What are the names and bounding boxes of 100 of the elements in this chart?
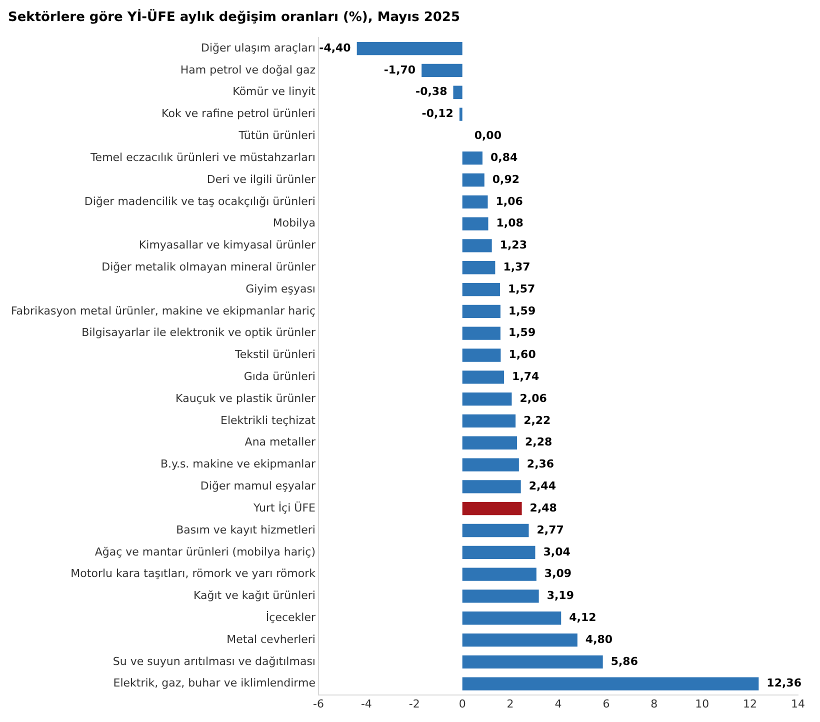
y-tick-label: Ağaç ve mantar ürünleri (mobilya hariç): [94, 545, 316, 558]
data-label: 1,37: [503, 260, 530, 274]
chart-title: Sektörlere göre Yİ-ÜFE aylık değişim oranları (%), Mayıs 2025: [8, 8, 460, 26]
data-label: 4,80: [585, 632, 613, 646]
x-tick-label: 4: [554, 697, 562, 710]
data-label: -0,12: [422, 107, 454, 120]
bar: [462, 370, 504, 384]
bar: [462, 524, 529, 538]
y-tick-label: Gıda ürünleri: [244, 370, 316, 384]
y-tick-label: Mobilya: [272, 216, 316, 230]
bar: [462, 590, 539, 603]
y-tick-label: Kok ve rafine petrol ürünleri: [162, 107, 316, 120]
bar: [462, 348, 501, 362]
y-tick-label: Ana metaller: [244, 436, 316, 449]
data-label: 3,19: [546, 589, 574, 602]
data-label: 1,57: [508, 282, 536, 296]
x-tick-label: 0: [458, 697, 466, 710]
y-tick-label: Elektrikli teçhizat: [220, 414, 316, 427]
data-label: 5,86: [610, 654, 638, 668]
y-tick-label: Kauçuk ve plastik ürünler: [176, 392, 316, 405]
y-tick-label: Kimyasallar ve kimyasal ürünler: [138, 238, 316, 252]
y-tick-label: Bilgisayarlar ile elektronik ve optik ürünler: [82, 326, 316, 340]
data-label: 1,59: [508, 304, 536, 318]
bar: [462, 282, 500, 296]
data-label: 1,06: [496, 194, 524, 208]
x-tick-label: 12: [743, 697, 758, 710]
bar: [462, 612, 562, 625]
data-label: 2,44: [528, 480, 556, 493]
data-label: -0,38: [416, 85, 448, 98]
bar: [462, 261, 496, 274]
bar: [462, 239, 492, 252]
data-label: -1,70: [384, 63, 416, 76]
y-tick-label: İçecekler: [266, 610, 316, 624]
data-label: 1,23: [500, 238, 527, 252]
y-tick-label: Deri ve ilgili ürünler: [206, 172, 316, 186]
bar: [459, 108, 462, 121]
data-label: 2,06: [520, 392, 548, 405]
data-label: 0,92: [492, 172, 520, 186]
bar: [462, 436, 518, 450]
bar: [462, 502, 522, 516]
data-label: 2,28: [525, 436, 552, 449]
x-tick-label: 6: [602, 697, 610, 710]
y-tick-label: Tütün ürünleri: [238, 129, 316, 142]
bar: [462, 195, 488, 208]
bar: [462, 633, 578, 647]
data-label: 4,12: [569, 610, 596, 624]
data-label: 1,60: [508, 348, 536, 362]
y-tick-label: Motorlu kara taşıtları, römork ve yarı römork: [70, 567, 316, 580]
bar: [462, 677, 759, 690]
y-tick-label: Su ve suyun arıtılması ve dağıtılması: [112, 654, 316, 668]
bar: [462, 458, 519, 472]
y-tick-label: Diğer madencilik ve taş ocakçılığı ürünleri: [84, 194, 316, 208]
bar: [462, 480, 521, 494]
x-tick-label: 2: [506, 697, 514, 710]
data-label: 12,36: [766, 676, 802, 690]
x-tick-label: 14: [791, 697, 805, 710]
x-tick-label: -4: [360, 697, 372, 710]
data-label: 1,08: [496, 216, 524, 230]
bar: [422, 64, 462, 78]
bar: [462, 217, 488, 230]
y-tick-label: Diğer ulaşım araçları: [200, 41, 316, 54]
data-label: 1,59: [508, 326, 536, 340]
x-tick-label: -6: [313, 697, 324, 710]
y-tick-label: Elektrik, gaz, buhar ve iklimlendirme: [113, 676, 316, 690]
y-tick-label: Yurt İçi ÜFE: [252, 500, 316, 514]
bar: [462, 152, 482, 165]
data-label: 2,77: [536, 523, 564, 536]
y-tick-label: Giyim eşyası: [246, 282, 316, 296]
data-label: -4,40: [319, 41, 352, 54]
y-tick-label: Tekstil ürünleri: [234, 348, 316, 362]
bar: [462, 655, 603, 669]
y-tick-label: Fabrikasyon metal ürünler, makine ve ekipmanlar hariç: [10, 304, 316, 318]
y-tick-label: Temel eczacılık ürünleri ve müstahzarları: [89, 150, 316, 164]
x-tick-label: 8: [650, 697, 658, 710]
bar: [462, 304, 500, 318]
bar: [356, 42, 462, 56]
y-tick-label: B.y.s. makine ve ekipmanlar: [160, 458, 316, 471]
bar: [462, 392, 512, 406]
y-tick-label: Basım ve kayıt hizmetleri: [176, 523, 316, 536]
y-tick-label: Metal cevherleri: [226, 632, 316, 646]
y-tick-label: Ham petrol ve doğal gaz: [180, 63, 316, 76]
y-tick-label: Diğer metalik olmayan mineral ürünler: [102, 260, 316, 274]
bar: [462, 173, 484, 187]
x-tick-label: 10: [695, 697, 710, 710]
bar: [453, 86, 462, 99]
data-label: 2,36: [526, 458, 554, 471]
x-tick-label: -2: [408, 697, 420, 710]
bar: [462, 326, 500, 340]
bar: [462, 414, 516, 428]
y-tick-label: Diğer mamul eşyalar: [200, 480, 316, 493]
data-label: 2,48: [530, 501, 557, 514]
bar: [462, 546, 536, 559]
data-label: 0,84: [490, 150, 518, 164]
y-tick-label: Kömür ve linyit: [232, 85, 316, 98]
bar: [462, 568, 536, 581]
data-label: 3,09: [544, 567, 572, 580]
y-tick-label: Kağıt ve kağıt ürünleri: [193, 589, 316, 602]
data-label: 2,22: [524, 414, 551, 427]
data-label: 0,00: [474, 129, 502, 142]
data-label: 3,04: [543, 545, 571, 558]
